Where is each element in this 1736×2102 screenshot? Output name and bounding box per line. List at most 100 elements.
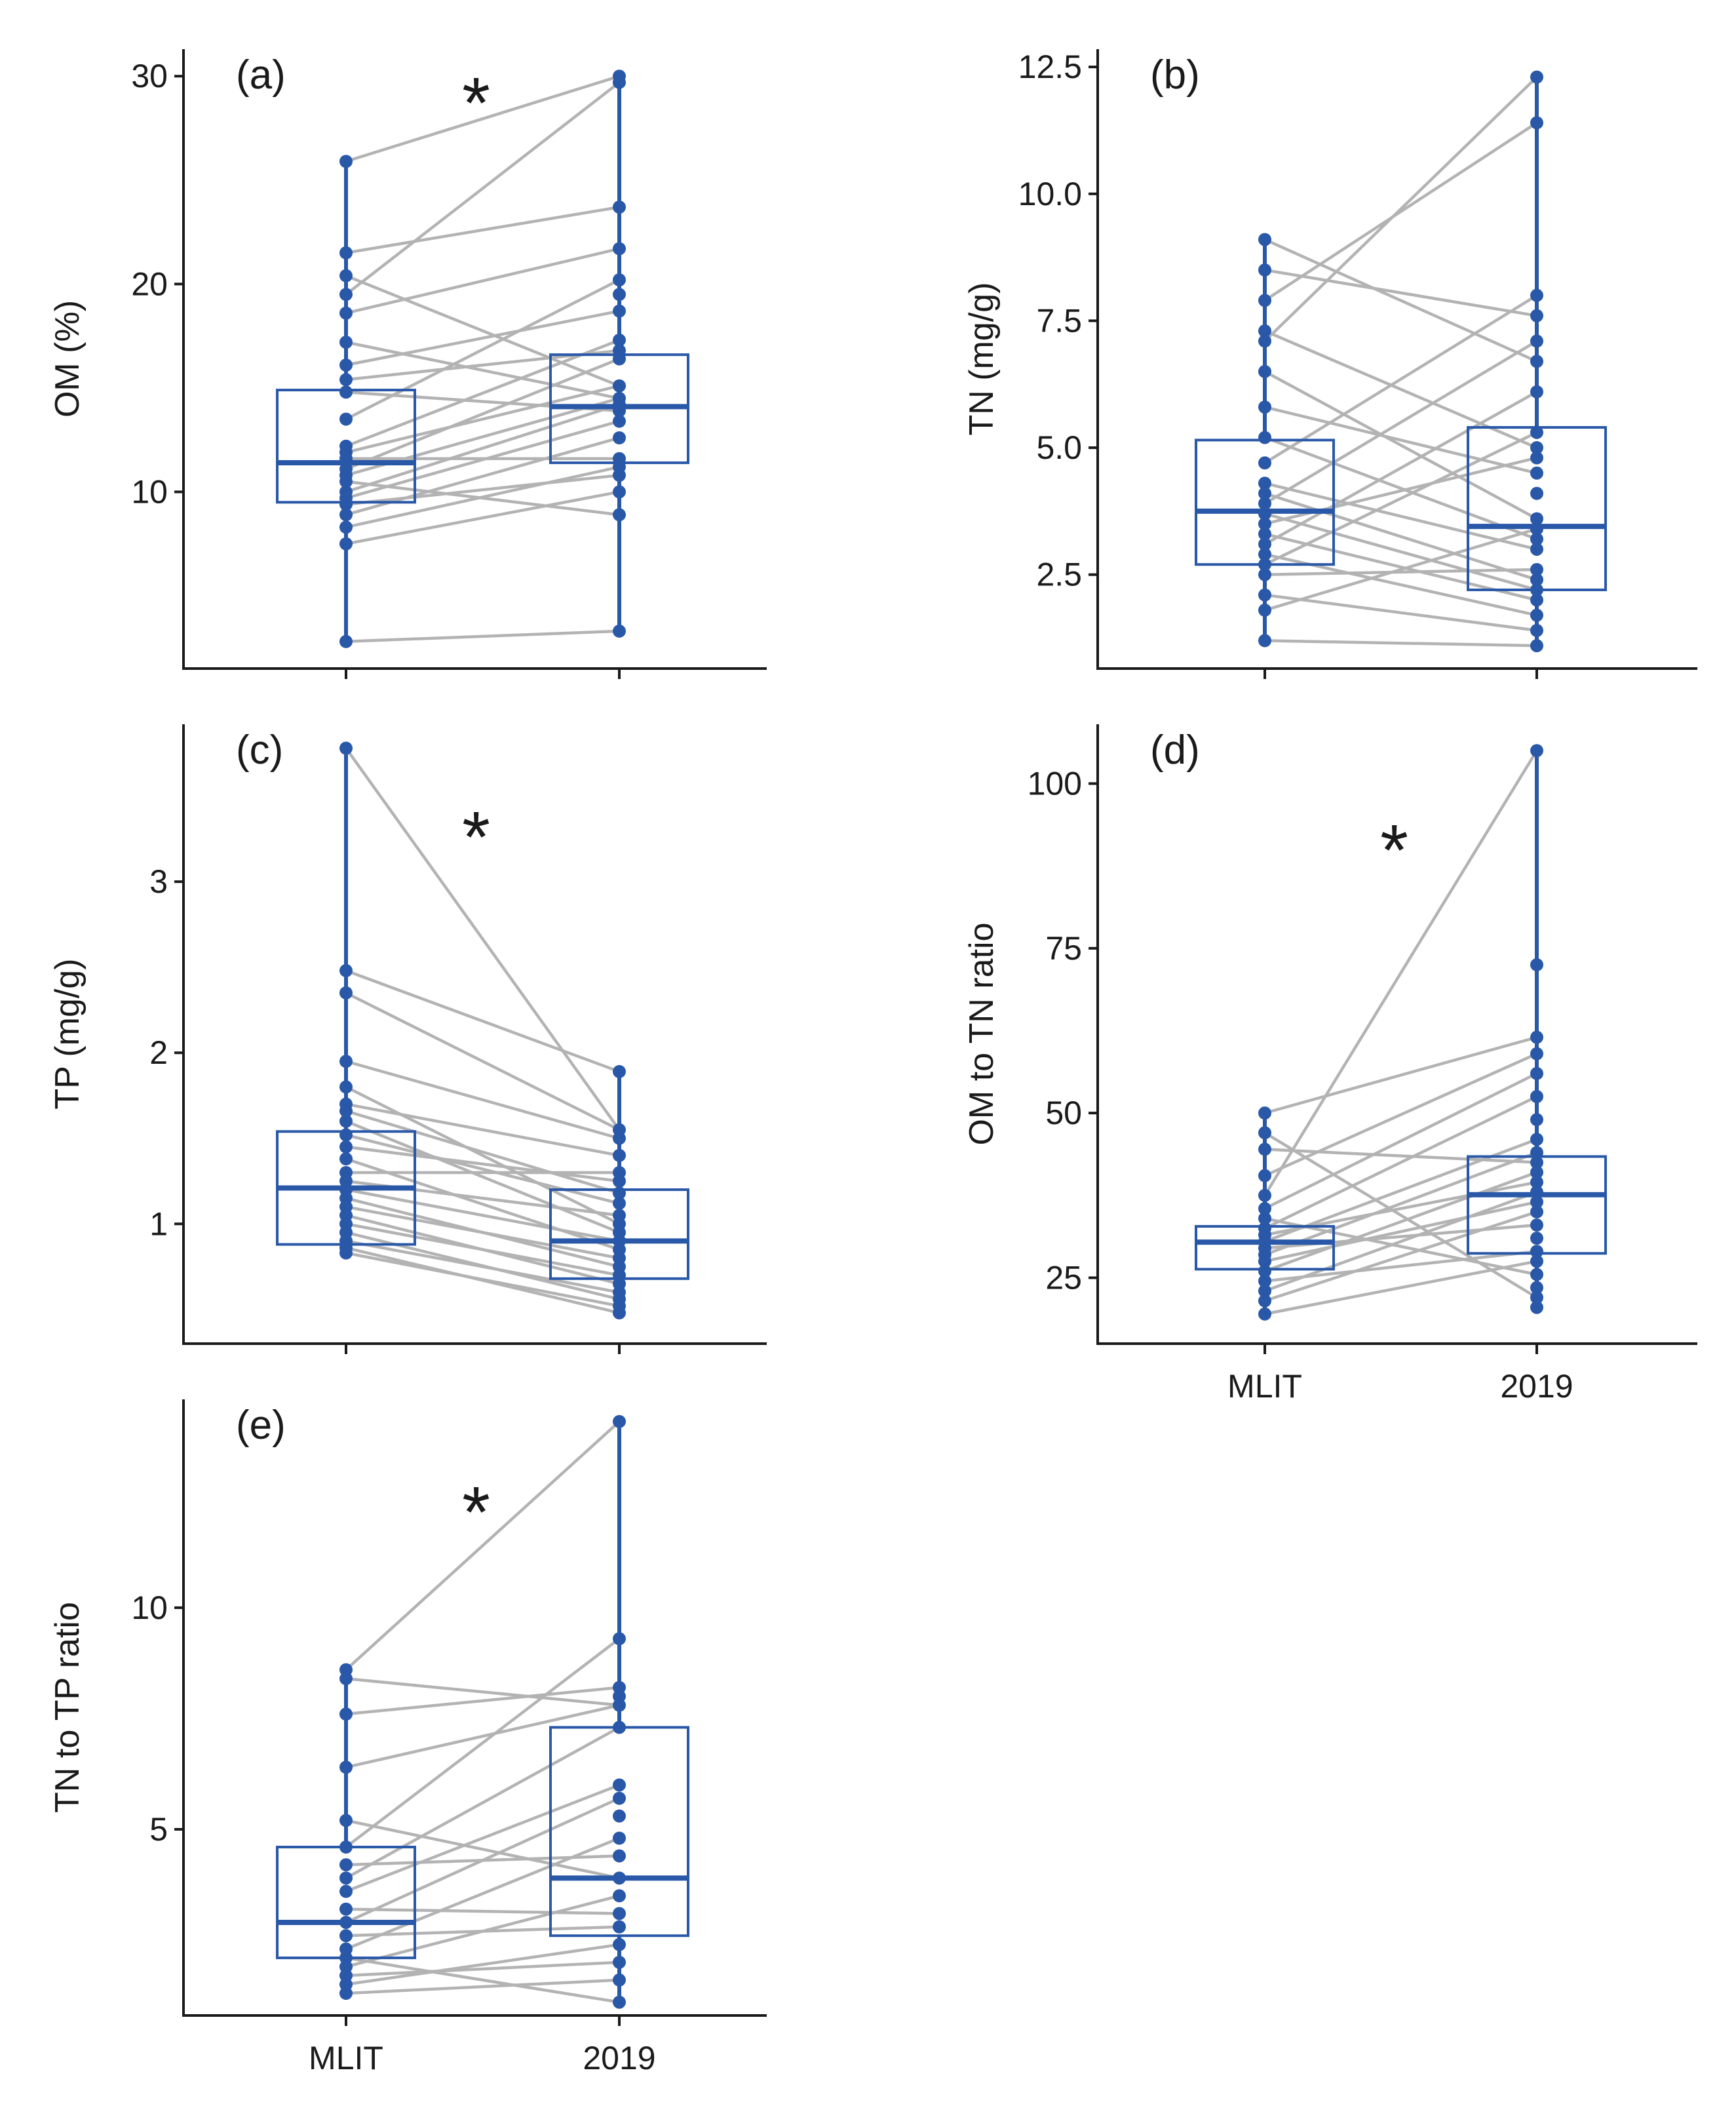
- data-point: [339, 1128, 353, 1142]
- data-point: [339, 462, 353, 476]
- data-point: [339, 1884, 353, 1898]
- data-point: [1258, 1274, 1271, 1288]
- data-point: [339, 485, 353, 499]
- data-point: [1530, 1205, 1543, 1218]
- pair-line: [1264, 268, 1537, 317]
- data-point: [339, 288, 353, 302]
- data-point: [613, 1849, 626, 1863]
- data-point: [339, 1707, 353, 1721]
- pair-line: [1263, 390, 1538, 546]
- data-point: [613, 69, 626, 83]
- data-point: [339, 155, 353, 168]
- pair-line: [1263, 121, 1538, 302]
- data-point: [1530, 451, 1543, 465]
- data-point: [613, 1721, 626, 1734]
- panel-b: 2.5 5.0 7.5 10.0 12.5 TN (mg/g) (b): [963, 49, 1697, 679]
- data-point: [339, 634, 353, 648]
- pair-line: [345, 247, 620, 315]
- data-point: [1530, 288, 1543, 302]
- data-point: [339, 439, 353, 453]
- data-point: [613, 1809, 626, 1823]
- panel-label: (b): [1150, 52, 1200, 98]
- pair-line: [1264, 431, 1537, 566]
- data-point: [339, 269, 353, 282]
- data-point: [1258, 431, 1271, 444]
- data-point: [1530, 512, 1543, 526]
- y-tick-label: 3: [149, 863, 168, 900]
- data-point: [339, 1114, 353, 1128]
- data-point: [1530, 1066, 1543, 1080]
- data-point: [613, 508, 626, 522]
- panel-a: 10 20 30 OM (%) (a) *: [48, 49, 767, 679]
- panel-d: 25 50 75 100 MLIT 2019 OM to TN ratio (d) *: [963, 724, 1697, 1405]
- pair-line: [345, 747, 621, 1131]
- pair-line: [1264, 1250, 1537, 1283]
- y-tick-label: 50: [1045, 1095, 1082, 1131]
- significance-mark: *: [462, 1472, 490, 1553]
- pair-line: [345, 357, 620, 471]
- data-point: [1530, 1047, 1543, 1061]
- data-point: [1258, 364, 1271, 378]
- data-point: [1258, 477, 1271, 490]
- data-point: [613, 1907, 626, 1920]
- pair-line: [1263, 370, 1538, 520]
- data-point: [339, 986, 353, 1000]
- pair-line: [345, 1157, 620, 1251]
- pair-line: [345, 1420, 621, 1671]
- data-point: [613, 1995, 626, 2009]
- data-point: [339, 1942, 353, 1956]
- significance-mark: *: [462, 797, 490, 878]
- data-point: [1258, 568, 1271, 581]
- data-point: [1258, 1211, 1271, 1225]
- y-tick-label: 1: [149, 1205, 168, 1242]
- pair-line: [345, 1925, 620, 1937]
- data-point: [1258, 456, 1271, 470]
- data-point: [613, 1831, 626, 1845]
- pair-line: [345, 1854, 620, 1867]
- data-point: [1258, 603, 1271, 617]
- pair-line: [345, 81, 621, 296]
- data-point: [1530, 562, 1543, 576]
- panel-label: (d): [1150, 728, 1200, 773]
- data-point: [1530, 608, 1543, 622]
- data-point: [613, 1414, 626, 1428]
- pair-line: [1264, 512, 1537, 592]
- pair-line: [345, 205, 620, 254]
- pair-line: [345, 274, 620, 387]
- pair-line: [345, 75, 620, 163]
- data-point: [1258, 1307, 1271, 1321]
- pair-line: [345, 490, 620, 545]
- pair-line: [345, 991, 621, 1131]
- data-point: [1530, 1268, 1543, 1281]
- data-point: [1258, 1106, 1271, 1120]
- data-point: [1530, 1255, 1543, 1268]
- data-point: [1530, 1218, 1543, 1232]
- data-point: [613, 1165, 626, 1179]
- data-point: [1258, 324, 1271, 338]
- data-point: [339, 1858, 353, 1872]
- pair-line: [1264, 482, 1537, 551]
- y-tick-label: 7.5: [1036, 302, 1082, 339]
- pair-line: [1264, 639, 1537, 648]
- panel-label: (c): [236, 728, 283, 773]
- data-point: [1258, 486, 1271, 500]
- data-point: [613, 391, 626, 405]
- pair-line: [345, 309, 620, 367]
- data-point: [339, 246, 353, 260]
- pair-line: [1263, 294, 1538, 465]
- data-point: [1258, 517, 1271, 531]
- data-point: [339, 1929, 353, 1943]
- data-point: [1258, 507, 1271, 520]
- data-point: [1530, 639, 1543, 653]
- data-point: [1530, 70, 1543, 84]
- pair-line: [345, 1726, 621, 1880]
- data-point: [613, 1889, 626, 1903]
- pair-line: [1264, 568, 1537, 576]
- data-point: [339, 385, 353, 399]
- data-point: [339, 373, 353, 387]
- x-tick-label: MLIT: [309, 2040, 383, 2076]
- data-point: [1258, 1222, 1271, 1236]
- data-point: [1530, 593, 1543, 607]
- data-point: [339, 359, 353, 372]
